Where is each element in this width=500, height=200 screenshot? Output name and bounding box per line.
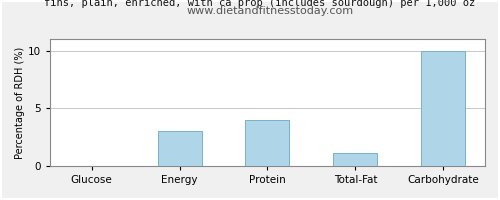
Y-axis label: Percentage of RDH (%): Percentage of RDH (%) bbox=[15, 46, 25, 159]
Text: www.dietandfitnesstoday.com: www.dietandfitnesstoday.com bbox=[186, 6, 354, 16]
Bar bbox=[246, 120, 290, 166]
Bar bbox=[158, 131, 202, 166]
Bar bbox=[334, 153, 378, 166]
Text: fins, plain, enriched, with ca prop (includes sourdough) per 1,000 oz: fins, plain, enriched, with ca prop (inc… bbox=[44, 0, 476, 8]
Bar bbox=[422, 51, 465, 166]
